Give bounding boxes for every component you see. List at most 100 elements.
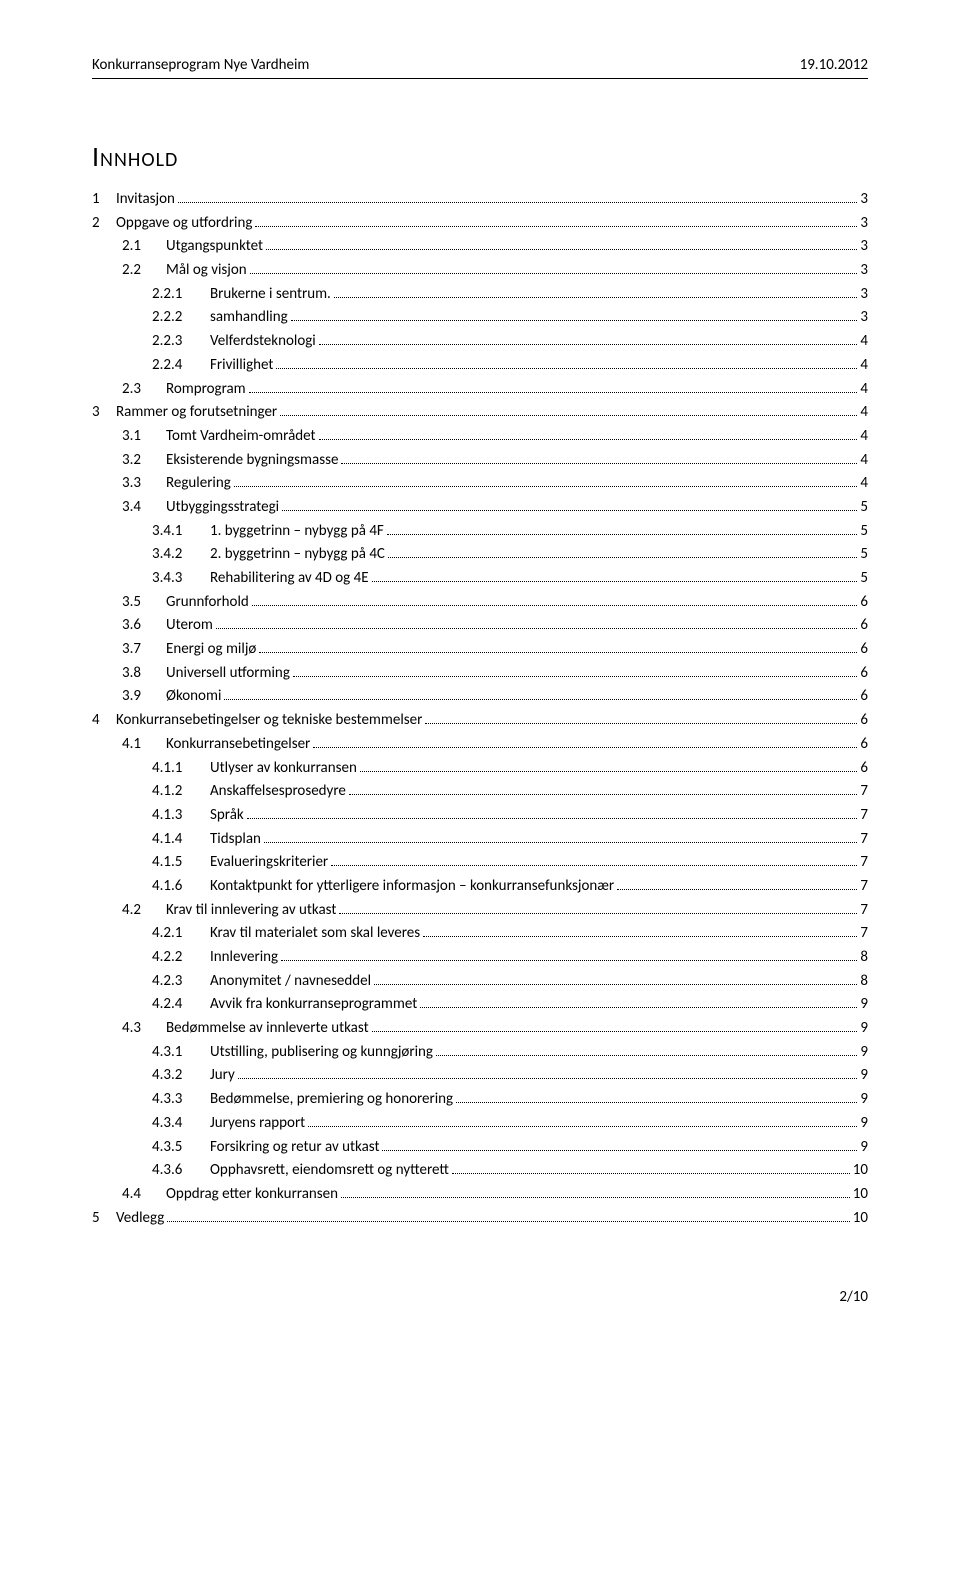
toc-entry-page: 4 <box>860 330 868 354</box>
toc-entry: 5Vedlegg10 <box>92 1207 868 1231</box>
toc-entry-page: 4 <box>860 472 868 496</box>
toc-leader-dots <box>224 699 857 700</box>
toc-entry-label: Krav til innlevering av utkast <box>160 899 336 923</box>
toc-entry-page: 8 <box>860 970 868 994</box>
toc-entry-page: 9 <box>860 1112 868 1136</box>
toc-entry-label: Krav til materialet som skal leveres <box>204 922 420 946</box>
toc-entry-page: 3 <box>860 283 868 307</box>
toc-entry: 4.3.2Jury9 <box>92 1064 868 1088</box>
toc-entry: 4.1Konkurransebetingelser6 <box>92 733 868 757</box>
toc-entry-number: 4.2.1 <box>152 922 204 946</box>
toc-entry: 4.1.3Språk7 <box>92 804 868 828</box>
toc-entry-label: Jury <box>204 1064 235 1088</box>
toc-entry: 4.1.2Anskaffelsesprosedyre7 <box>92 780 868 804</box>
toc-entry-page: 6 <box>860 662 868 686</box>
toc-entry-page: 4 <box>860 378 868 402</box>
toc-leader-dots <box>250 273 858 274</box>
toc-leader-dots <box>291 320 858 321</box>
toc-entry-page: 3 <box>860 306 868 330</box>
toc-entry: 4.4Oppdrag etter konkurransen10 <box>92 1183 868 1207</box>
toc-entry-page: 7 <box>860 851 868 875</box>
toc-entry-page: 4 <box>860 449 868 473</box>
toc-entry: 4.3Bedømmelse av innleverte utkast9 <box>92 1017 868 1041</box>
toc-entry: 3.4.11. byggetrinn – nybygg på 4F5 <box>92 520 868 544</box>
toc-leader-dots <box>276 368 857 369</box>
toc-entry-label: Velferdsteknologi <box>204 330 316 354</box>
toc-entry-number: 5 <box>92 1207 110 1231</box>
toc-entry-page: 5 <box>860 496 868 520</box>
toc-entry: 4.3.1Utstilling, publisering og kunngjør… <box>92 1041 868 1065</box>
toc-leader-dots <box>341 1197 850 1198</box>
toc-entry-number: 2.2.3 <box>152 330 204 354</box>
toc-entry-label: Romprogram <box>160 378 246 402</box>
toc-entry-page: 3 <box>860 235 868 259</box>
toc-entry-number: 3.4.3 <box>152 567 204 591</box>
toc-entry-page: 6 <box>860 757 868 781</box>
toc-leader-dots <box>420 1007 857 1008</box>
toc-leader-dots <box>281 960 857 961</box>
toc-leader-dots <box>452 1173 850 1174</box>
toc-entry-label: 2. byggetrinn – nybygg på 4C <box>204 543 385 567</box>
toc-entry-label: Juryens rapport <box>204 1112 305 1136</box>
toc-entry-page: 9 <box>860 1041 868 1065</box>
toc-entry-label: Konkurransebetingelser <box>160 733 310 757</box>
toc-entry-number: 4.1.2 <box>152 780 204 804</box>
toc-entry: 4.1.1Utlyser av konkurransen 6 <box>92 757 868 781</box>
toc-entry: 4.1.6Kontaktpunkt for ytterligere inform… <box>92 875 868 899</box>
toc-entry-label: Innlevering <box>204 946 278 970</box>
toc-entry-label: Utstilling, publisering og kunngjøring <box>204 1041 433 1065</box>
toc-entry-number: 3.7 <box>122 638 160 662</box>
toc-entry-number: 4.3.6 <box>152 1159 204 1183</box>
toc-entry-number: 2.3 <box>122 378 160 402</box>
toc-leader-dots <box>247 818 858 819</box>
toc-entry-number: 4.2.3 <box>152 970 204 994</box>
toc-leader-dots <box>313 747 857 748</box>
toc-entry-number: 4.3.5 <box>152 1136 204 1160</box>
toc-entry-number: 4 <box>92 709 110 733</box>
toc-entry: 2.2.4Frivillighet4 <box>92 354 868 378</box>
toc-entry: 2Oppgave og utfordring3 <box>92 212 868 236</box>
toc-entry: 4.2.1Krav til materialet som skal levere… <box>92 922 868 946</box>
toc-leader-dots <box>249 392 858 393</box>
toc-entry: 3.5Grunnforhold6 <box>92 591 868 615</box>
toc-entry-page: 7 <box>860 899 868 923</box>
toc-entry-number: 3.3 <box>122 472 160 496</box>
toc-leader-dots <box>252 605 858 606</box>
toc-entry-label: Forsikring og retur av utkast <box>204 1136 379 1160</box>
toc-leader-dots <box>266 249 857 250</box>
toc-entry-label: Utbyggingsstrategi <box>160 496 279 520</box>
toc-entry-page: 6 <box>860 685 868 709</box>
toc-entry-label: Utlyser av konkurransen <box>204 757 357 781</box>
toc-entry-page: 6 <box>860 638 868 662</box>
toc-entry-page: 6 <box>860 733 868 757</box>
toc-entry-number: 3.6 <box>122 614 160 638</box>
toc-entry-label: Mål og visjon <box>160 259 247 283</box>
toc-entry: 1Invitasjon3 <box>92 188 868 212</box>
toc-entry-number: 4.3.2 <box>152 1064 204 1088</box>
toc-entry-number: 3.5 <box>122 591 160 615</box>
toc-entry-label: Energi og miljø <box>160 638 256 662</box>
toc-entry-number: 4.1.1 <box>152 757 204 781</box>
toc-entry: 3.9Økonomi6 <box>92 685 868 709</box>
toc-leader-dots <box>259 652 857 653</box>
toc-leader-dots <box>234 486 858 487</box>
toc-entry-number: 1 <box>92 188 110 212</box>
toc-leader-dots <box>282 510 857 511</box>
toc-leader-dots <box>319 344 858 345</box>
toc-entry: 4.3.5Forsikring og retur av utkast9 <box>92 1136 868 1160</box>
toc-entry: 2.2.2samhandling3 <box>92 306 868 330</box>
toc-entry-page: 7 <box>860 828 868 852</box>
toc-entry-number: 4.3.3 <box>152 1088 204 1112</box>
toc-entry-label: Frivillighet <box>204 354 273 378</box>
toc-entry-page: 5 <box>860 543 868 567</box>
toc-entry-number: 2.1 <box>122 235 160 259</box>
toc-entry-label: Brukerne i sentrum. <box>204 283 331 307</box>
toc-entry-label: Økonomi <box>160 685 221 709</box>
page-footer: 2/10 <box>92 1288 868 1306</box>
toc-entry: 3Rammer og forutsetninger4 <box>92 401 868 425</box>
toc-entry-page: 7 <box>860 780 868 804</box>
toc-leader-dots <box>319 439 858 440</box>
header-right: 19.10.2012 <box>800 56 868 74</box>
toc-leader-dots <box>339 913 857 914</box>
toc-entry: 3.3Regulering4 <box>92 472 868 496</box>
